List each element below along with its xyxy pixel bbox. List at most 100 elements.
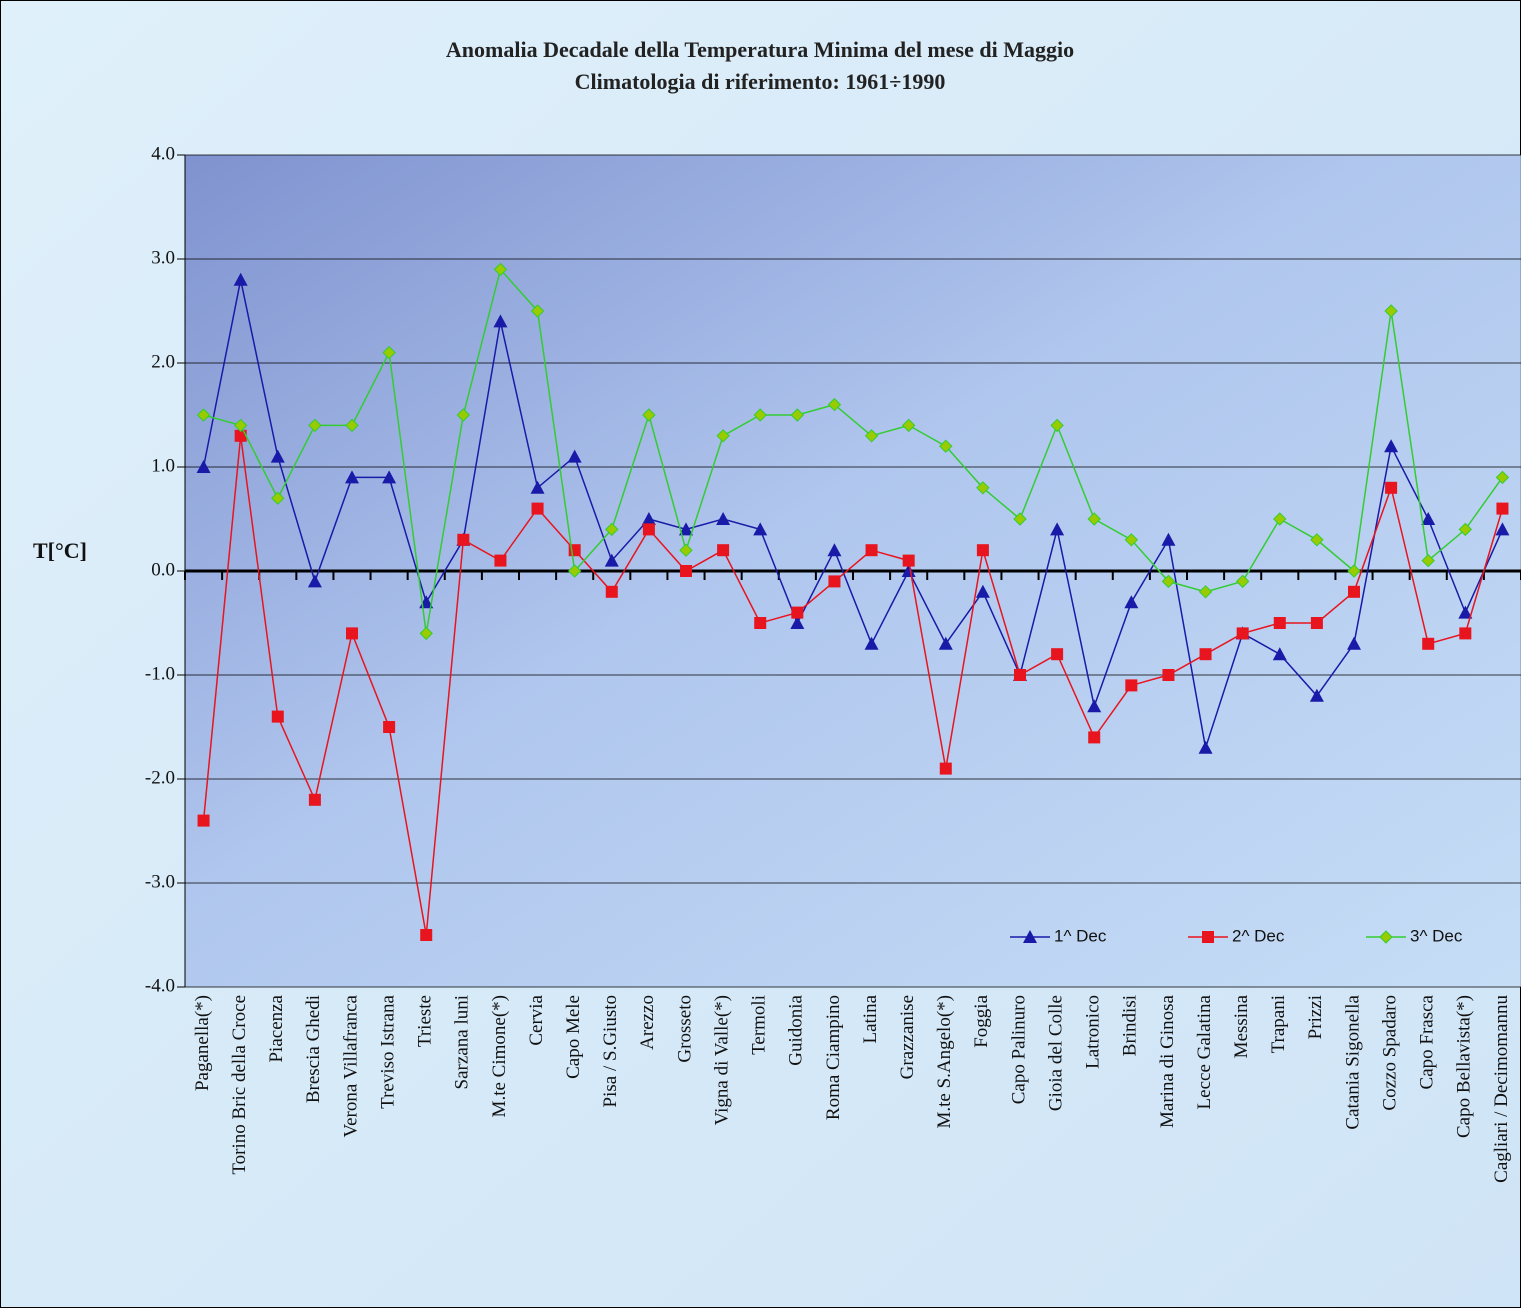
x-tick-label: Cagliari / Decimomannu <box>1491 995 1512 1183</box>
data-point <box>1495 470 1510 485</box>
data-point <box>1050 522 1065 536</box>
data-point <box>308 418 322 433</box>
x-tick-label: Cozzo Spadaro <box>1379 995 1400 1111</box>
data-point <box>1050 418 1064 433</box>
y-tick-label: 4.0 <box>151 143 175 164</box>
x-tick-label: Brindisi <box>1120 995 1141 1056</box>
y-tick-label: -4.0 <box>145 975 175 996</box>
data-point <box>901 418 916 433</box>
data-point <box>1236 627 1249 640</box>
data-point <box>939 439 953 453</box>
data-point <box>1458 522 1473 537</box>
data-point <box>1458 605 1473 619</box>
data-point <box>1309 688 1324 702</box>
data-point <box>196 408 211 422</box>
x-tick-label: Capo Mele <box>563 995 584 1079</box>
data-point <box>1496 502 1509 515</box>
data-point <box>717 544 730 557</box>
y-tick-label: 1.0 <box>151 455 175 476</box>
data-point <box>902 554 915 567</box>
data-point <box>233 272 248 286</box>
x-tick-label: Brescia Ghedi <box>303 995 324 1103</box>
data-point <box>1384 439 1399 453</box>
y-tick-label: 3.0 <box>151 247 175 268</box>
data-point <box>494 554 507 567</box>
data-point <box>1198 740 1213 754</box>
x-tick-label: Cervia <box>526 994 547 1045</box>
x-tick-label: Guidonia <box>786 994 807 1065</box>
data-point <box>641 512 656 525</box>
x-tick-label: Grosseto <box>674 995 695 1063</box>
x-tick-label: Trieste <box>415 995 436 1047</box>
data-point <box>567 564 582 578</box>
data-point <box>976 544 989 557</box>
data-point <box>1310 617 1323 629</box>
data-point <box>271 491 285 505</box>
x-tick-label: Trapani <box>1268 995 1289 1053</box>
data-point <box>1051 648 1064 661</box>
x-tick-label: Capo Frasca <box>1417 994 1438 1089</box>
legend-label: 3^ Dec <box>1410 926 1463 945</box>
data-point <box>939 762 952 775</box>
data-point <box>1347 564 1361 578</box>
data-point <box>1124 595 1139 609</box>
x-tick-label: Torino Bric della Croce <box>229 995 250 1175</box>
x-tick-label: Termoli <box>749 995 770 1055</box>
x-tick-label: Marina di Ginosa <box>1157 994 1178 1128</box>
data-point <box>901 564 916 577</box>
series-line <box>203 267 1504 634</box>
x-tick-label: Vigna di Valle(*) <box>711 995 732 1125</box>
x-tick-label: Prizzi <box>1305 995 1326 1039</box>
data-point <box>1348 585 1360 598</box>
data-point <box>1347 636 1361 650</box>
data-point <box>976 481 990 495</box>
data-point <box>1088 731 1101 744</box>
data-point <box>790 616 805 629</box>
data-point <box>754 617 767 629</box>
data-point <box>1198 585 1213 599</box>
x-tick-label: Pisa / S.Giusto <box>600 995 621 1107</box>
y-tick-label: -3.0 <box>145 871 175 892</box>
x-tick-label: Roma Ciampino <box>823 995 844 1120</box>
data-point <box>605 522 619 537</box>
chart-subtitle: Climatologia di riferimento: 1961÷1990 <box>575 69 946 94</box>
data-point <box>1495 522 1510 536</box>
x-tick-label: Paganella(*) <box>192 995 213 1091</box>
data-point <box>1087 699 1102 713</box>
data-point <box>530 480 545 494</box>
x-tick-label: Catania Sigonella <box>1342 994 1363 1129</box>
data-point <box>420 929 433 941</box>
x-tick-label: Verona Villafranca <box>340 994 361 1137</box>
data-point <box>1161 574 1176 589</box>
data-point <box>1273 512 1287 526</box>
data-point <box>457 533 470 546</box>
data-point <box>864 429 879 443</box>
data-point <box>975 584 990 598</box>
legend-marker <box>1379 930 1393 944</box>
data-point <box>1125 679 1138 692</box>
data-point <box>1384 304 1398 318</box>
data-point <box>345 470 359 484</box>
series-line <box>202 435 1504 936</box>
data-point <box>233 418 248 433</box>
data-point <box>383 721 396 733</box>
data-point <box>864 636 879 650</box>
legend-marker <box>1202 931 1214 943</box>
y-axis-label: T[°C] <box>33 538 87 563</box>
x-tick-label: Latina <box>860 994 881 1043</box>
data-point <box>196 460 211 473</box>
data-point <box>1087 512 1101 526</box>
data-point <box>1162 669 1175 681</box>
y-tick-label: 0.0 <box>151 559 175 580</box>
data-point <box>828 575 841 588</box>
data-point <box>270 449 285 463</box>
data-point <box>680 565 692 577</box>
data-point <box>419 626 433 641</box>
x-tick-label: Sarzana luni <box>452 995 473 1089</box>
data-point <box>827 397 842 412</box>
x-tick-label: M.te S.Angelo(*) <box>934 995 955 1129</box>
data-point <box>197 814 210 827</box>
data-point <box>790 408 805 422</box>
y-tick-label: -1.0 <box>145 663 175 684</box>
data-point <box>567 449 582 463</box>
